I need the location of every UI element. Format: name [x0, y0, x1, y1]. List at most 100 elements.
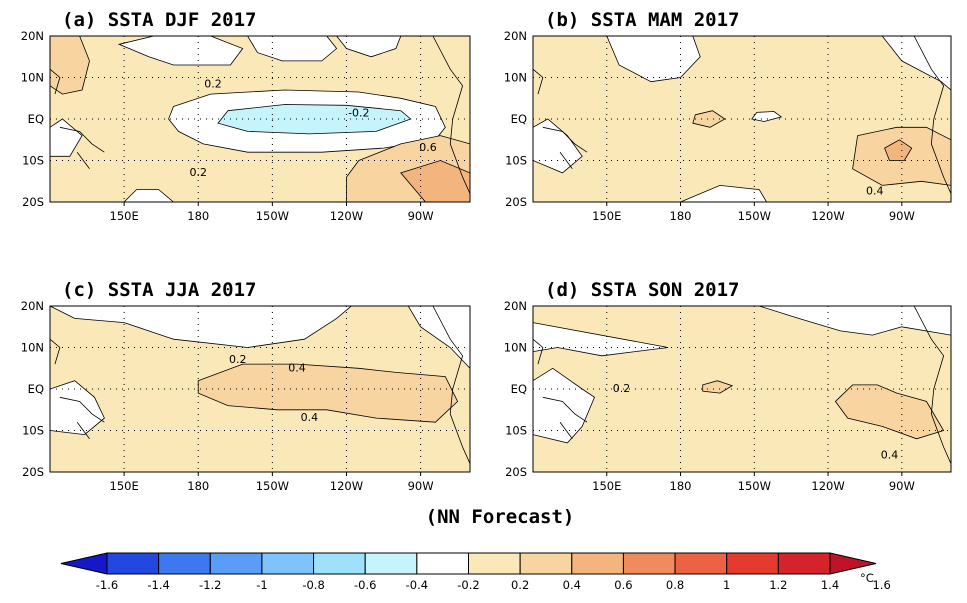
- colorbar: -1.6 -1.4 -1.2 -1 -0.8 -0.6 -0.4 -0.2 0.2 0.4 0.6 0…: [60, 552, 891, 592]
- ssta-region: [123, 189, 175, 202]
- ssta-region: [50, 380, 105, 436]
- colorbar-tick-label: 1.6: [872, 578, 890, 592]
- panel-title: (c) SSTA JJA 2017: [62, 279, 256, 301]
- colorbar-box: [261, 552, 315, 575]
- colorbar-tick-label: -0.4: [406, 578, 428, 592]
- contour-label: -0.2: [348, 107, 369, 120]
- contour-label: 0.2: [204, 78, 222, 91]
- panel-title: (a) SSTA DJF 2017: [62, 9, 256, 31]
- ssta-region: [533, 306, 951, 336]
- panel-title: (d) SSTA SON 2017: [545, 279, 739, 301]
- colorbar-tick-label: -1.4: [147, 578, 169, 592]
- ssta-region: [247, 36, 338, 62]
- x-tick-label: 150W: [256, 479, 289, 493]
- coastline: [532, 305, 952, 464]
- ssta-region: [197, 363, 459, 423]
- colorbar-box: [313, 552, 366, 575]
- y-tick-label: 20N: [21, 299, 44, 313]
- colorbar-tick-label: -1: [256, 578, 267, 592]
- ssta-fill-layer: [50, 306, 470, 472]
- coastline: [532, 35, 952, 194]
- colorbar-box: [468, 552, 521, 575]
- contour-label: 0.2: [613, 382, 631, 395]
- colorbar-box: [777, 552, 831, 575]
- y-tick-label: 10S: [22, 154, 44, 168]
- coastline: [49, 35, 471, 194]
- y-tick-label: 20S: [505, 195, 527, 209]
- colorbar-box: [416, 552, 470, 575]
- panel-title: (b) SSTA MAM 2017: [545, 9, 739, 31]
- ssta-region: [533, 322, 669, 357]
- x-tick-label: 90W: [408, 209, 434, 223]
- contour-label: 0.4: [866, 185, 884, 198]
- colorbar-tick-label: -1.6: [96, 578, 118, 592]
- y-tick-label: 10N: [21, 71, 44, 85]
- map-panel: (a) SSTA DJF 2017 150E 180 150W 120W 90W 20N 10…: [21, 9, 471, 223]
- x-tick-label: 90W: [408, 479, 434, 493]
- y-tick-label: 20N: [504, 29, 527, 43]
- colorbar-box: [106, 552, 160, 575]
- x-tick-label: 90W: [889, 479, 915, 493]
- map-frame: [532, 35, 952, 203]
- figure-footer: (NN Forecast): [426, 506, 575, 528]
- colorbar-box: [519, 552, 573, 575]
- map-panel: (b) SSTA MAM 2017 150E 180 150W 120W 90W 20N 10…: [504, 9, 952, 223]
- map-frame: [49, 305, 471, 473]
- ssta-region: [533, 118, 583, 174]
- colorbar-box: [571, 552, 624, 575]
- ssta-region: [117, 36, 244, 66]
- ssta-region: [751, 111, 783, 122]
- y-tick-label: EQ: [28, 382, 44, 396]
- colorbar-box: [726, 552, 779, 575]
- colorbar-tick-label: -0.6: [354, 578, 376, 592]
- colorbar-box: [674, 552, 728, 575]
- y-tick-label: 20N: [504, 299, 527, 313]
- ssta-region: [407, 306, 470, 369]
- y-tick-label: 10S: [22, 424, 44, 438]
- colorbar-max-arrow: [829, 552, 877, 575]
- coastline: [49, 305, 471, 464]
- colorbar-min-arrow: [60, 552, 108, 575]
- contour-label: 0.6: [419, 141, 437, 154]
- contour-label: 0.4: [288, 361, 306, 374]
- colorbar-tick-label: 1.4: [821, 578, 839, 592]
- y-tick-label: 10N: [21, 341, 44, 355]
- map-frame: [532, 305, 952, 473]
- x-tick-label: 180: [670, 209, 692, 223]
- colorbar-tick-label: 0.8: [666, 578, 684, 592]
- x-tick-label: 150W: [256, 209, 289, 223]
- ssta-region: [808, 36, 951, 91]
- x-tick-label: 180: [187, 209, 209, 223]
- ssta-region: [336, 36, 402, 58]
- contour-label: 0.2: [189, 166, 207, 179]
- x-tick-label: 120W: [330, 209, 363, 223]
- y-tick-label: EQ: [511, 382, 527, 396]
- ssta-region: [533, 367, 595, 444]
- ssta-region: [50, 118, 83, 157]
- ssta-region: [50, 306, 353, 348]
- y-tick-label: 20N: [21, 29, 44, 43]
- colorbar-tick-label: 0.2: [511, 578, 529, 592]
- y-tick-label: 20S: [22, 465, 44, 479]
- x-tick-label: 150E: [110, 479, 139, 493]
- ssta-fill-layer: [50, 36, 470, 202]
- x-tick-label: 150W: [738, 479, 771, 493]
- map-panel: (d) SSTA SON 2017 150E 180 150W 120W 90W 20N 10…: [504, 279, 952, 493]
- contour-label: 0.2: [229, 353, 247, 366]
- colorbar-tick-label: 1.2: [769, 578, 787, 592]
- colorbar-box: [209, 552, 263, 575]
- map-panel: (c) SSTA JJA 2017 150E 180 150W 120W 90W 20N 10…: [21, 279, 471, 493]
- x-tick-label: 150E: [592, 209, 621, 223]
- colorbar-box: [622, 552, 676, 575]
- ssta-fill-layer: [533, 306, 951, 472]
- y-tick-label: 20S: [22, 195, 44, 209]
- x-tick-label: 180: [670, 479, 692, 493]
- x-tick-label: 150E: [592, 479, 621, 493]
- colorbar-box: [364, 552, 418, 575]
- y-tick-label: 10S: [505, 154, 527, 168]
- panels-group: (a) SSTA DJF 2017 150E 180 150W 120W 90W 20N 10…: [21, 9, 952, 493]
- colorbar-tick-label: -0.2: [457, 578, 479, 592]
- colorbar-box: [158, 552, 211, 575]
- ssta-region: [884, 139, 913, 161]
